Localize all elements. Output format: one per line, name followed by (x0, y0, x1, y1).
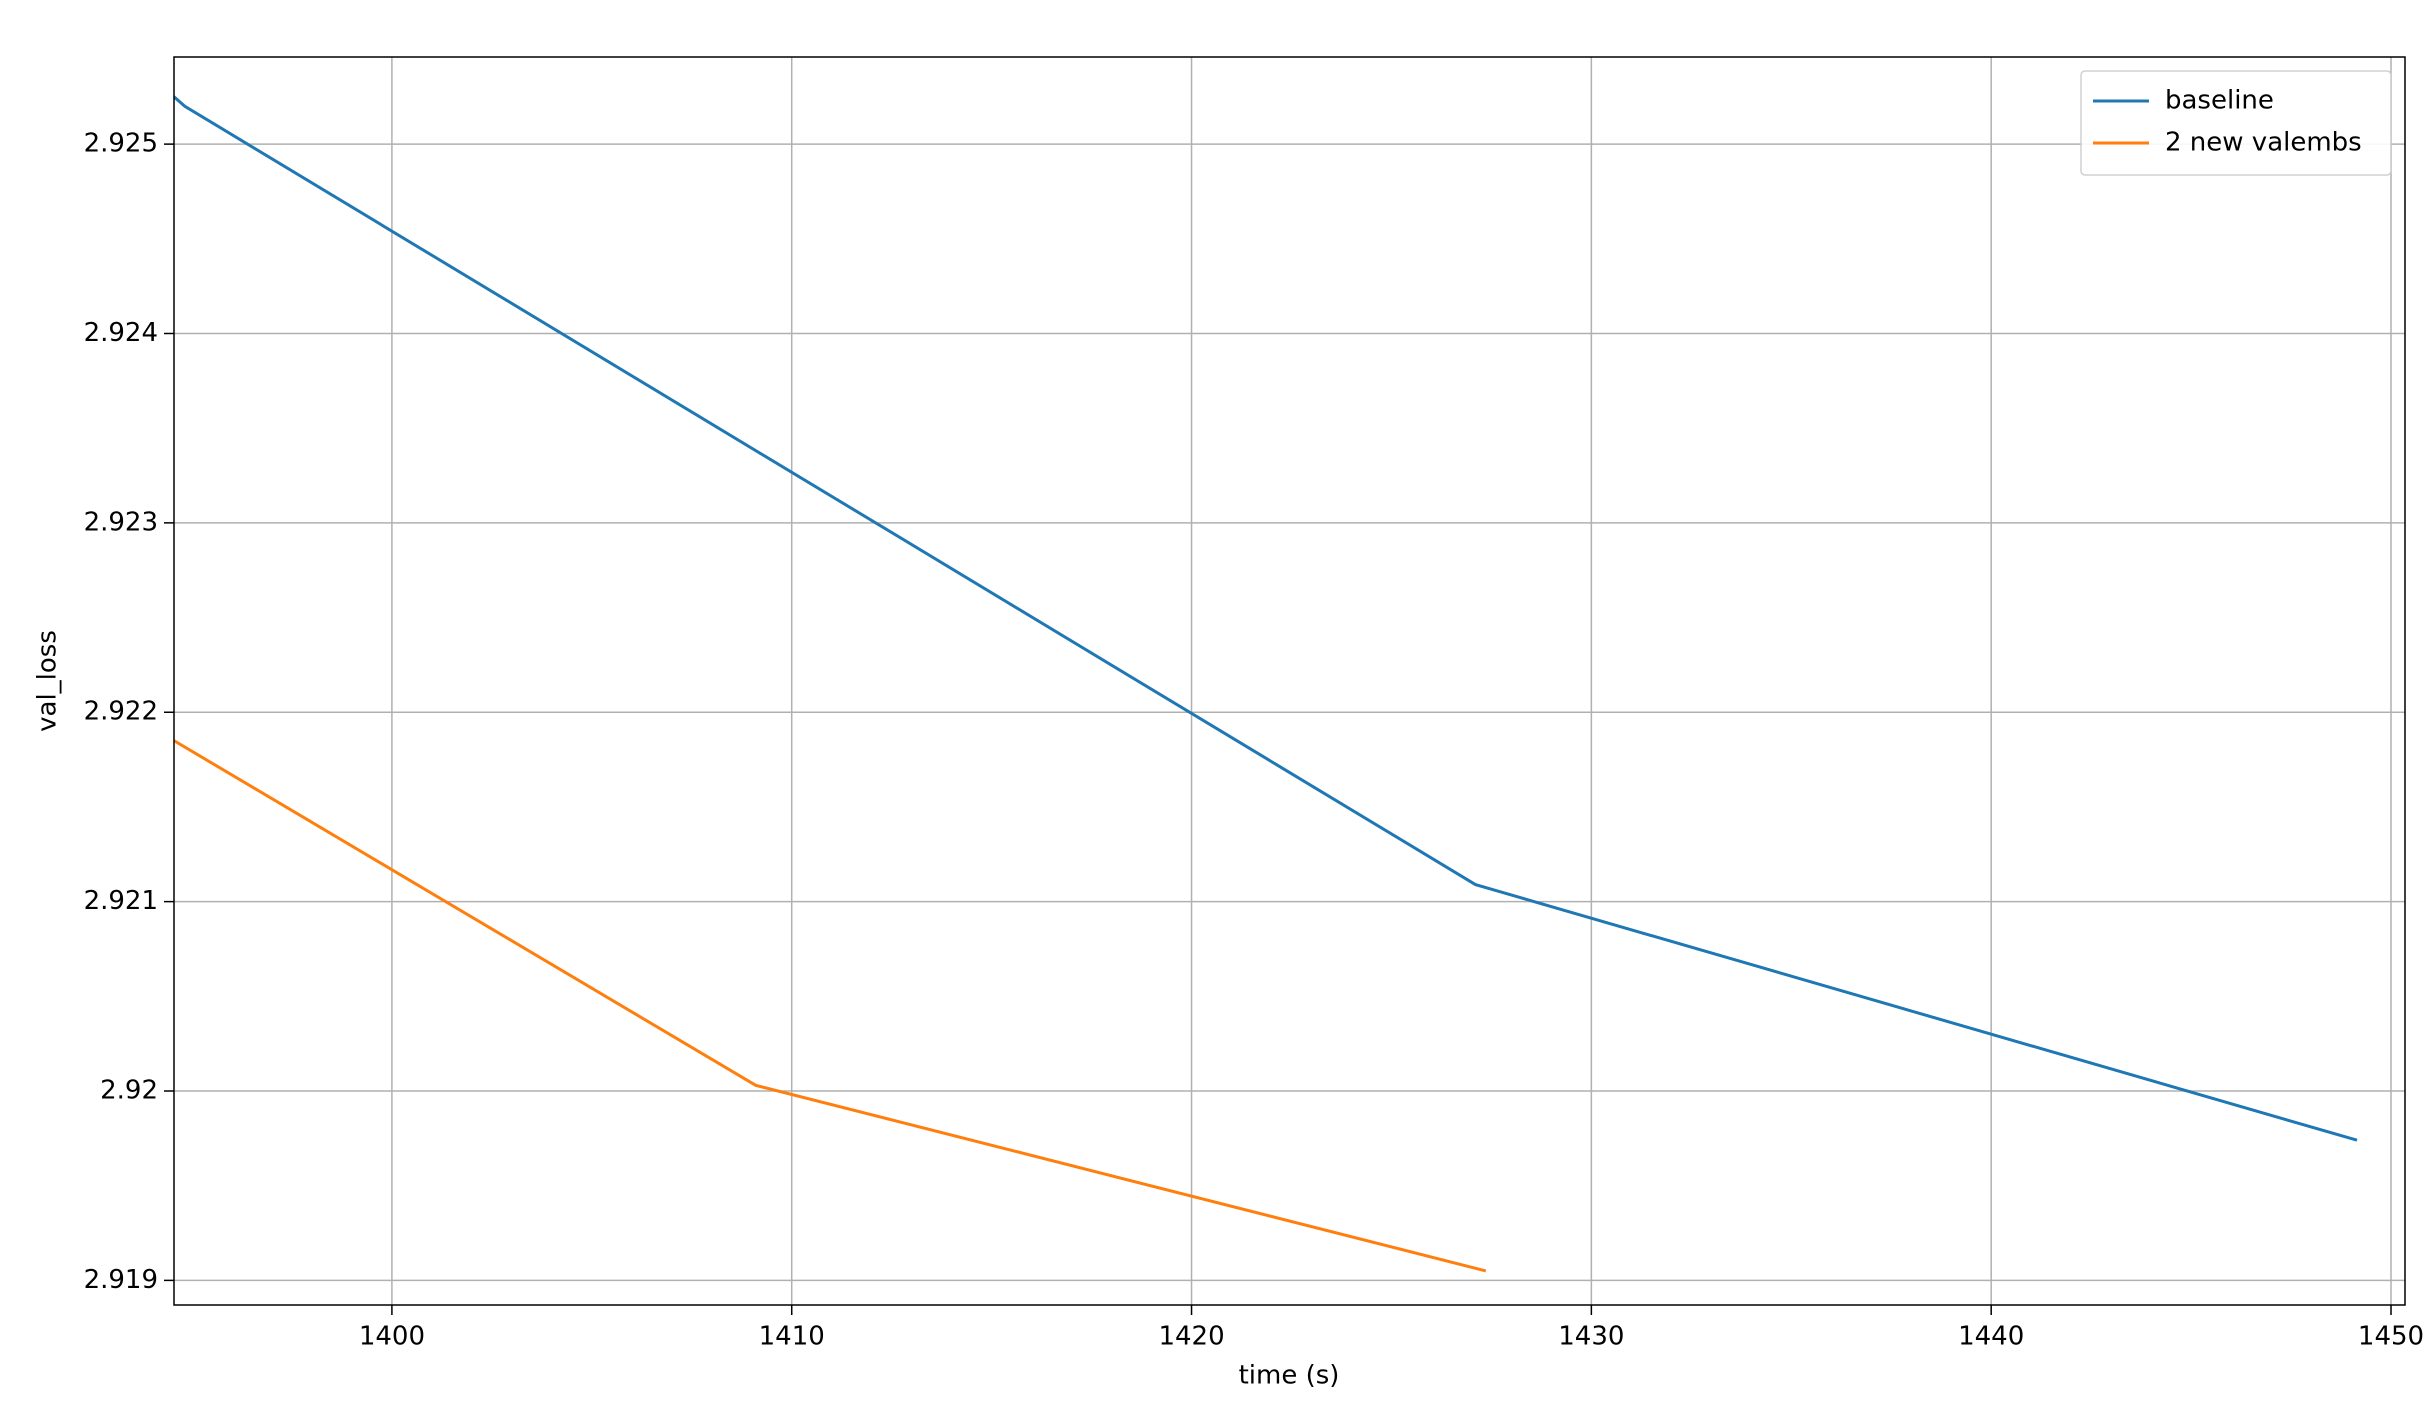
x-tick-label: 1410 (759, 1322, 825, 1352)
x-axis-label: time (s) (1239, 1361, 1340, 1391)
x-tick-label: 1450 (2358, 1322, 2424, 1352)
line (174, 739, 1487, 1273)
plot-frame (173, 56, 2406, 1306)
legend-box (2080, 70, 2392, 176)
y-tick-label: 2.92 (100, 1076, 158, 1106)
y-tick-label: 2.921 (84, 886, 158, 916)
y-tick-label: 2.923 (84, 507, 158, 537)
y-tick-label: 2.925 (84, 129, 158, 159)
legend-label: 2 new valembs (2165, 128, 2362, 158)
y-tick-label: 2.922 (84, 697, 158, 727)
y-tick-label: 2.924 (84, 318, 158, 348)
y-tick-label: 2.919 (84, 1265, 158, 1295)
x-tick-label: 1400 (359, 1322, 425, 1352)
x-tick-label: 1430 (1558, 1322, 1624, 1352)
line (174, 95, 2358, 1142)
x-tick-label: 1420 (1158, 1322, 1224, 1352)
x-tick-label: 1440 (1958, 1322, 2024, 1352)
y-axis-label: val_loss (33, 630, 63, 732)
legend-label: baseline (2165, 86, 2274, 116)
